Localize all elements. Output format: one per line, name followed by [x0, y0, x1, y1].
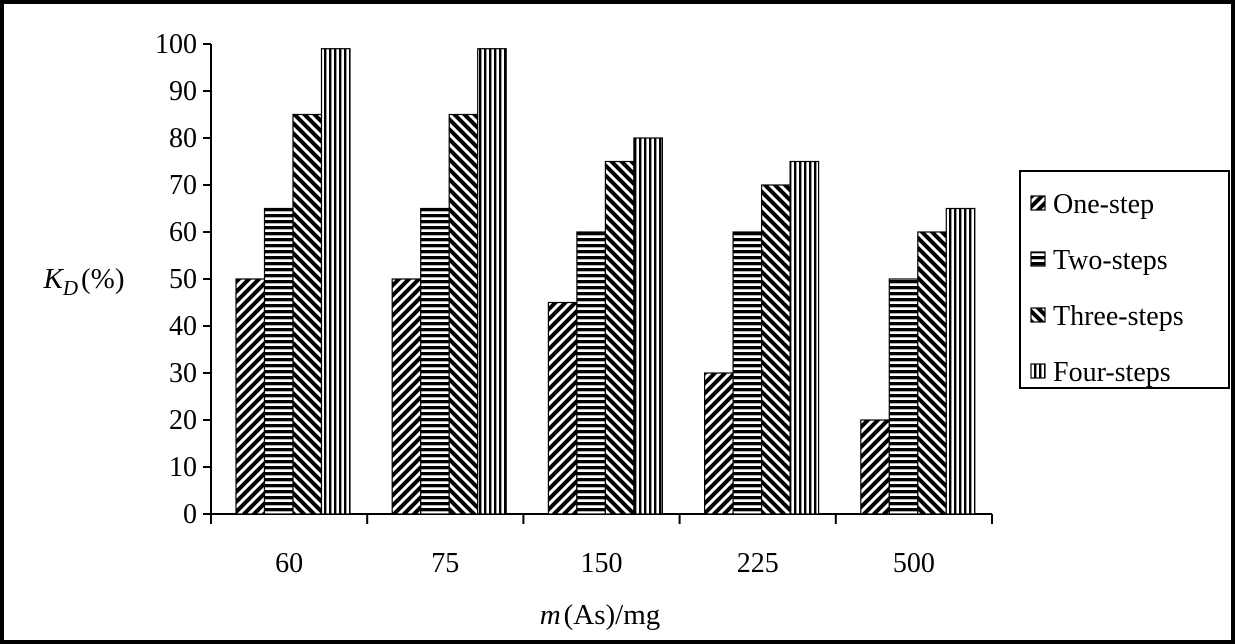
- legend: One-step Two-steps Three-steps Four-steps: [1019, 170, 1230, 389]
- bar-three-steps-150: [604, 160, 635, 515]
- y-tick-label: 100: [155, 29, 197, 60]
- y-tick-label: 70: [169, 170, 197, 201]
- bar-four-steps-60: [320, 48, 351, 515]
- bar-four-steps-225: [789, 160, 820, 515]
- bar-two-steps-60: [263, 207, 294, 515]
- legend-box: [1019, 170, 1230, 389]
- y-tick-label: 90: [169, 76, 197, 107]
- x-axis: [210, 513, 993, 524]
- bar-two-steps-75: [420, 207, 450, 515]
- y-tick-label: 80: [169, 123, 197, 154]
- legend-label-one-step: One-step: [1053, 189, 1154, 220]
- bar-two-steps-500: [888, 278, 919, 515]
- bar-three-steps-60: [292, 113, 323, 515]
- y-tick-label: 20: [169, 405, 197, 436]
- bar-three-steps-75: [448, 113, 479, 515]
- bar-four-steps-150: [633, 137, 664, 515]
- legend-swatch-three-steps: [1030, 307, 1046, 323]
- x-axis-label-symbol: m: [540, 599, 561, 631]
- x-tick-label: 225: [737, 548, 779, 579]
- y-tick-label: 30: [169, 358, 197, 389]
- x-tick-label: 500: [893, 548, 935, 579]
- bar-one-step-225: [703, 372, 734, 515]
- x-axis-label-rest: (As)/mg: [564, 599, 661, 631]
- y-tick-label: 10: [169, 452, 197, 483]
- x-axis-label: m (As)/mg: [540, 599, 661, 631]
- y-axis-label-subscript: D: [62, 276, 78, 300]
- x-tick-label: 60: [275, 548, 303, 579]
- y-axis-label-unit: (%): [81, 263, 124, 295]
- y-axis: [203, 43, 212, 515]
- bar-two-steps-150: [576, 231, 607, 515]
- bar-two-steps-225: [732, 231, 763, 515]
- bar-one-step-150: [547, 301, 578, 515]
- y-tick-label: 50: [169, 264, 197, 295]
- bar-one-step-75: [391, 278, 422, 515]
- bar-one-step-500: [860, 419, 890, 515]
- bar-series: [235, 48, 976, 515]
- legend-label-two-steps: Two-steps: [1053, 245, 1168, 276]
- bar-three-steps-225: [760, 184, 791, 515]
- bar-three-steps-500: [917, 231, 947, 515]
- x-tick-labels: 60 75 150 225 500: [275, 548, 935, 579]
- bar-four-steps-500: [945, 207, 976, 515]
- x-tick-label: 150: [581, 548, 623, 579]
- x-tick-label: 75: [431, 548, 459, 579]
- y-axis-label-symbol: K: [43, 263, 65, 295]
- bar-one-step-60: [235, 278, 266, 515]
- legend-swatch-two-steps: [1030, 251, 1046, 267]
- y-tick-label: 60: [169, 217, 197, 248]
- legend-swatch-four-steps: [1030, 363, 1046, 379]
- legend-label-three-steps: Three-steps: [1053, 301, 1184, 332]
- y-axis-label: KD (%): [43, 263, 125, 300]
- y-tick-label: 0: [183, 499, 197, 530]
- bar-four-steps-75: [477, 48, 507, 515]
- legend-label-four-steps: Four-steps: [1053, 357, 1171, 388]
- y-tick-labels: 0 10 20 30 40 50 60 70 80 90 100: [155, 29, 197, 530]
- y-tick-label: 40: [169, 311, 197, 342]
- legend-swatch-one-step: [1030, 195, 1046, 211]
